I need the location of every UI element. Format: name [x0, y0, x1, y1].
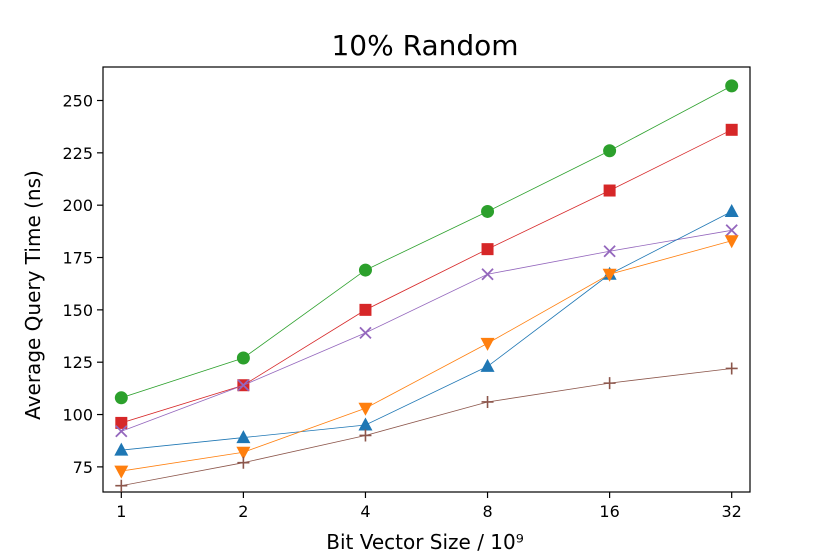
- x-tick-label: 2: [238, 502, 248, 521]
- series-1: [115, 123, 738, 429]
- data-point: [359, 326, 372, 340]
- data-point: [236, 351, 250, 365]
- data-point: [114, 465, 129, 479]
- data-point: [480, 337, 495, 351]
- data-point: [236, 430, 251, 444]
- y-axis-label: Average Query Time (ns): [21, 170, 45, 420]
- series-layer: [114, 79, 739, 492]
- data-point: [602, 268, 617, 282]
- data-point: [115, 479, 128, 492]
- x-tick-label: 8: [482, 502, 492, 521]
- data-point: [481, 395, 494, 408]
- data-point: [359, 429, 372, 442]
- data-point: [114, 391, 128, 405]
- data-point: [114, 442, 129, 456]
- x-tick-label: 1: [116, 502, 126, 521]
- data-point: [115, 425, 128, 438]
- x-tick-label: 4: [360, 502, 370, 521]
- x-tick-label: 16: [599, 502, 619, 521]
- series-line: [121, 85, 732, 399]
- data-point: [724, 203, 739, 217]
- y-axis: 75 100 125 150 175 200 225 250: [62, 91, 103, 477]
- data-point: [115, 416, 128, 429]
- data-point: [358, 263, 372, 277]
- series-line: [121, 211, 732, 451]
- y-tick-label: 75: [73, 458, 93, 477]
- series-line: [121, 368, 732, 487]
- data-point: [481, 204, 495, 218]
- data-point: [359, 303, 372, 316]
- data-point: [358, 417, 373, 431]
- data-point: [603, 184, 616, 197]
- data-point: [603, 377, 616, 390]
- data-point: [724, 235, 739, 249]
- y-tick-label: 250: [62, 91, 93, 110]
- data-point: [237, 379, 250, 392]
- data-point: [725, 224, 738, 237]
- data-point: [480, 358, 495, 372]
- y-tick-label: 100: [62, 406, 93, 425]
- y-tick-label: 175: [62, 249, 93, 268]
- series-4: [114, 235, 739, 479]
- data-point: [481, 243, 494, 256]
- plot-border: [102, 66, 751, 493]
- data-point: [481, 268, 494, 281]
- series-0: [114, 79, 739, 405]
- data-point: [236, 446, 251, 460]
- chart-title: 10% Random: [331, 29, 518, 62]
- data-point: [725, 123, 738, 136]
- plot-frame: [102, 66, 751, 493]
- y-tick-label: 150: [62, 301, 93, 320]
- data-point: [603, 144, 617, 158]
- data-point: [603, 245, 616, 258]
- series-line: [121, 129, 732, 424]
- series-5: [115, 362, 738, 492]
- data-point: [358, 402, 373, 416]
- series-2: [115, 224, 738, 438]
- data-point: [725, 362, 738, 375]
- data-point: [725, 79, 739, 93]
- y-tick-label: 125: [62, 353, 93, 372]
- y-tick-label: 200: [62, 196, 93, 215]
- x-axis-label: Bit Vector Size / 10⁹: [326, 530, 524, 554]
- series-line: [121, 229, 732, 432]
- series-line: [121, 240, 732, 472]
- series-3: [114, 203, 739, 456]
- data-point: [237, 456, 250, 469]
- y-tick-label: 225: [62, 144, 93, 163]
- x-axis: 1 2 4 8 16 32: [116, 492, 742, 521]
- x-tick-label: 32: [722, 502, 742, 521]
